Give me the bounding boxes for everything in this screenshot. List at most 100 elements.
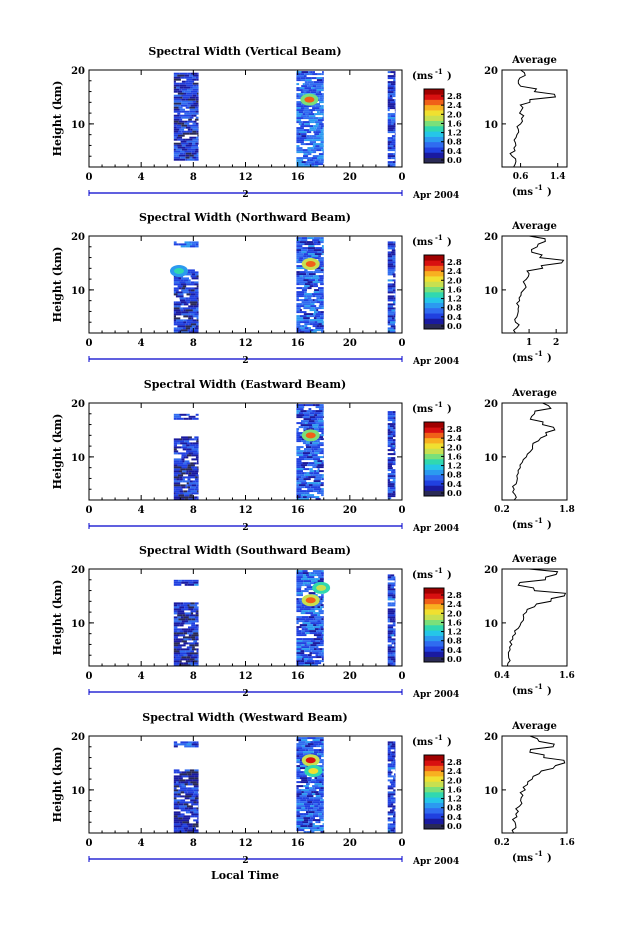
heatmap-cell	[303, 572, 309, 574]
x-tick-label: 0	[399, 505, 406, 516]
heatmap-cell	[296, 769, 300, 771]
heatmap-cell	[388, 91, 394, 93]
heatmap-cell	[388, 289, 393, 291]
heatmap-cell	[182, 628, 189, 630]
colorbar-swatch	[424, 313, 444, 319]
heatmap-cell	[296, 239, 300, 241]
average-frame	[502, 403, 567, 500]
heatmap-cell	[296, 241, 300, 243]
heatmap-cell	[184, 606, 188, 608]
heatmap-cell	[313, 323, 319, 325]
heatmap-cell	[321, 434, 324, 436]
heatmap-cell	[188, 484, 192, 486]
heatmap-cell	[388, 95, 390, 97]
heatmap-cell	[188, 658, 190, 660]
heatmap-cell	[302, 273, 307, 275]
heatmap-cell	[185, 91, 191, 93]
heatmap-cell	[317, 414, 323, 416]
heatmap-cell	[193, 129, 199, 131]
heatmap-cell	[310, 444, 318, 446]
heatmap-cell	[306, 783, 310, 785]
heatmap-cell	[305, 424, 312, 426]
heatmap-cell	[296, 634, 300, 636]
heatmap-cell	[317, 753, 321, 755]
heatmap-cell	[174, 81, 176, 83]
heatmap-cell	[177, 113, 180, 115]
heatmap-cell	[302, 821, 308, 823]
heatmap-cell	[191, 293, 196, 295]
colorbar-label: 0.8	[447, 471, 462, 481]
heatmap-cell	[309, 115, 315, 117]
heatmap-cell	[196, 612, 199, 614]
heatmap-cell	[301, 476, 305, 478]
heatmap-cell	[299, 484, 306, 486]
heatmap-cell	[191, 317, 193, 319]
heatmap-cell	[319, 482, 321, 484]
panel-frame	[89, 569, 402, 666]
heatmap-cell	[174, 827, 178, 829]
heatmap-cell	[393, 301, 396, 303]
heatmap-cell	[186, 99, 188, 101]
heatmap-cell	[188, 474, 196, 476]
heatmap-cell	[296, 105, 304, 107]
heatmap-cell	[315, 279, 318, 281]
heatmap-cell	[195, 644, 199, 646]
heatmap-cell	[394, 753, 395, 755]
heatmap-cell	[320, 793, 324, 795]
heatmap-cell	[318, 791, 323, 793]
heatmap-cell	[299, 602, 301, 604]
heatmap-cell	[178, 480, 182, 482]
heatmap-cell	[309, 73, 312, 75]
heatmap-cell	[296, 243, 300, 245]
heatmap-cell	[316, 813, 319, 815]
heatmap-cell	[322, 783, 324, 785]
colorbar-swatch	[424, 593, 444, 599]
heatmap-cell	[320, 456, 324, 458]
heatmap-cell	[310, 486, 317, 488]
heatmap-cell	[197, 450, 199, 452]
heatmap-cell	[177, 801, 180, 803]
heatmap-cell	[188, 775, 194, 777]
heatmap-cell	[302, 135, 307, 137]
heatmap-cell	[183, 460, 185, 462]
heatmap-cell	[304, 325, 307, 327]
heatmap-cell	[319, 596, 321, 598]
heatmap-cell	[303, 454, 309, 456]
heatmap-cell	[388, 586, 391, 588]
heatmap-cell	[188, 827, 196, 829]
heatmap-cell	[296, 480, 300, 482]
heatmap-cell	[390, 143, 395, 145]
heatmap-cell	[296, 291, 304, 293]
heatmap-cell	[321, 73, 323, 75]
heatmap-cell	[195, 466, 197, 468]
heatmap-cell	[390, 797, 395, 799]
heatmap-cell	[305, 745, 311, 747]
heatmap-cell	[185, 460, 190, 462]
heatmap-cell	[180, 622, 185, 624]
heatmap-cell	[191, 466, 195, 468]
heatmap-cell	[309, 321, 314, 323]
heatmap-cell	[322, 632, 324, 634]
heatmap-cell	[306, 77, 312, 79]
heatmap-cell	[182, 640, 187, 642]
colorbar-label: 2.4	[447, 267, 462, 277]
heatmap-cell	[388, 598, 396, 600]
panel-5: Spectral Width (Westward Beam)1020Height…	[51, 711, 575, 867]
heatmap-cell	[314, 133, 319, 135]
heatmap-cell	[315, 662, 321, 664]
heatmap-cell	[394, 751, 395, 753]
heatmap-cell	[303, 275, 310, 277]
heatmap-cell	[296, 137, 300, 139]
heatmap-cell	[323, 598, 324, 600]
heatmap-cell	[391, 761, 394, 763]
heatmap-cell	[391, 481, 396, 483]
heatmap-cell	[296, 604, 298, 606]
heatmap-cell	[309, 119, 314, 121]
heatmap-cell	[311, 446, 315, 448]
heatmap-cell	[319, 749, 321, 751]
heatmap-cell	[394, 749, 395, 751]
heatmap-cell	[300, 241, 307, 243]
heatmap-cell	[320, 81, 324, 83]
heatmap-cell	[174, 446, 181, 448]
heatmap-cell	[299, 490, 306, 492]
